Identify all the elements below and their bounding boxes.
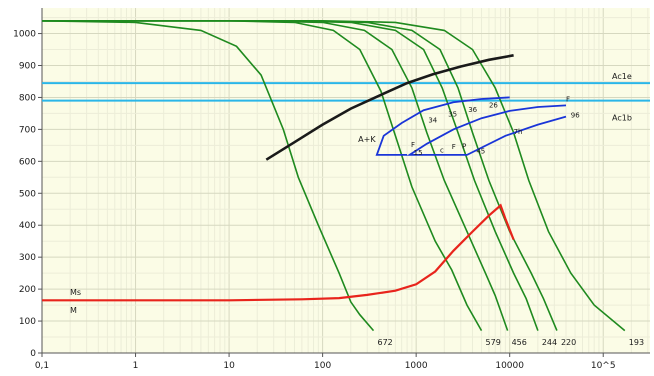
- cooling-curve-label: 193: [629, 338, 644, 347]
- region-label: F: [452, 143, 456, 151]
- ms-curve: [42, 203, 515, 302]
- cooling-curve-label: 672: [378, 338, 393, 347]
- cooling-curve-label: 579: [486, 338, 501, 347]
- region-label: 36: [468, 106, 477, 114]
- region-label: 34: [428, 116, 437, 124]
- ac1b-label: Ac1b: [612, 114, 632, 123]
- y-tick-label: 900: [19, 62, 36, 72]
- region-label: 35: [448, 111, 457, 119]
- region-label: 26: [489, 102, 498, 110]
- y-axis-ticks: 0 100 200 300 400 500 600 700 800 900 1000: [13, 30, 42, 359]
- carbide-curve: [265, 54, 514, 161]
- cooling-curve: [42, 20, 626, 332]
- region-label: 45: [476, 147, 485, 155]
- x-tick-label: 10: [223, 361, 235, 371]
- x-tick-label: 1000: [405, 361, 428, 371]
- y-tick-label: 700: [19, 125, 36, 135]
- x-tick-label: 1: [133, 361, 139, 371]
- transformation-region: [375, 96, 510, 156]
- y-tick-label: 200: [19, 285, 36, 295]
- region-label: P: [462, 143, 466, 151]
- region-label: 7h: [514, 128, 523, 136]
- ms-label: Ms: [70, 288, 81, 297]
- y-tick-label: 0: [30, 349, 36, 359]
- m-label: M: [70, 306, 77, 315]
- transformation-region: [406, 104, 567, 156]
- region-label: F: [411, 141, 415, 149]
- ms-curve-group: Ms M: [42, 203, 515, 315]
- carbide-label: A+K: [358, 135, 376, 144]
- x-axis-ticks: 0,1 1 10 100 1000 10000 10^5: [35, 353, 616, 371]
- critical-lines: Ac1e Ac1b: [42, 72, 650, 123]
- region-label: c: [440, 146, 444, 154]
- cooling-curve-label: 220: [561, 338, 576, 347]
- carbide-curve-group: A+K: [265, 54, 514, 161]
- y-tick-label: 100: [19, 317, 36, 327]
- region-label: F: [566, 95, 570, 103]
- x-tick-label: 100: [314, 361, 331, 371]
- cooling-curve-label: 244: [542, 338, 557, 347]
- grid: [41, 8, 650, 353]
- region-label: 96: [571, 111, 580, 119]
- region-label: 15: [414, 149, 423, 157]
- x-tick-label: 10^5: [591, 361, 616, 371]
- y-tick-label: 300: [19, 253, 36, 263]
- y-tick-label: 800: [19, 93, 36, 103]
- cooling-curve-label: 456: [512, 338, 527, 347]
- y-tick-label: 600: [19, 157, 36, 167]
- transformation-regions: [375, 96, 567, 156]
- y-tick-label: 1000: [13, 30, 36, 40]
- cooling-curve: [41, 20, 375, 332]
- y-tick-label: 400: [19, 221, 36, 231]
- cooling-curves: 672 579 456 244 220 193: [41, 20, 644, 347]
- ac1e-label: Ac1e: [612, 72, 632, 81]
- y-tick-label: 500: [19, 189, 36, 199]
- x-tick-label: 0,1: [35, 361, 49, 371]
- x-tick-label: 10000: [495, 361, 524, 371]
